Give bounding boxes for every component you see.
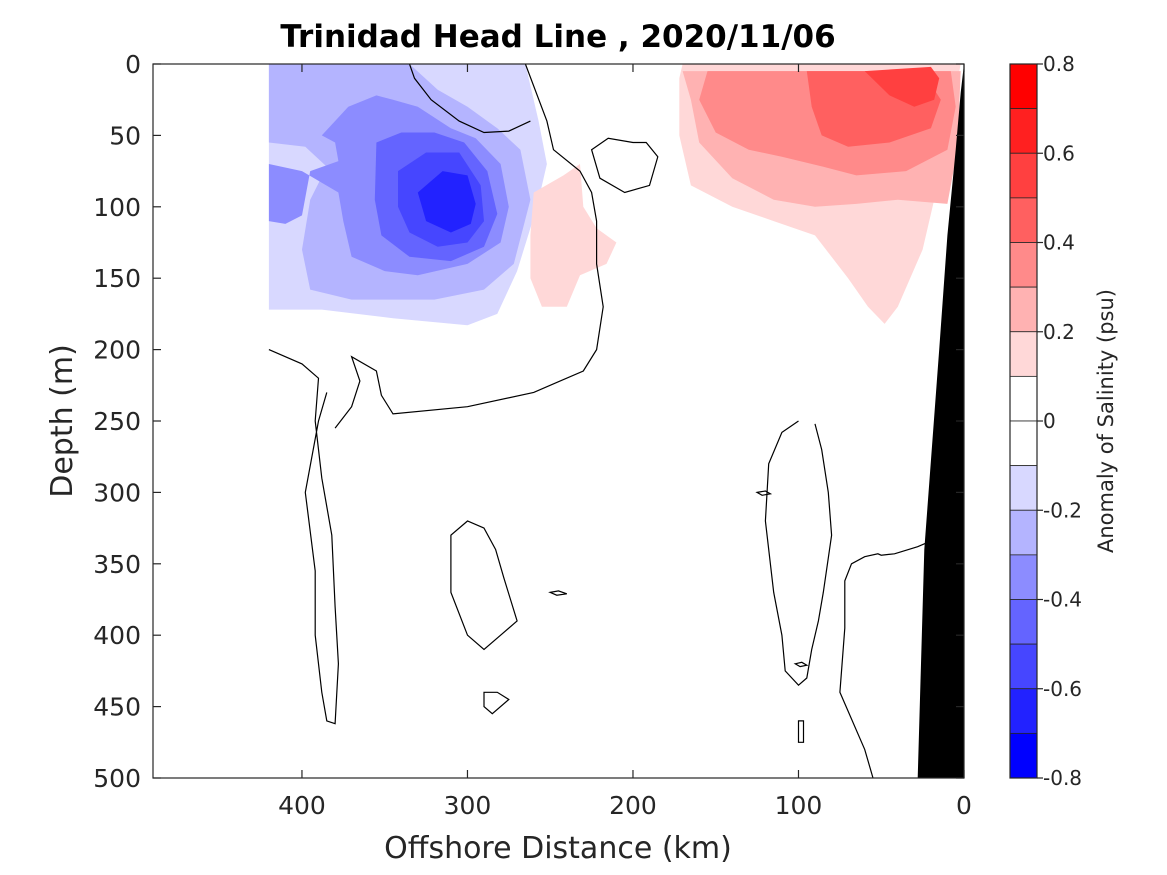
zero-contour-small-ring-e [797, 720, 805, 743]
chart-title: Trinidad Head Line , 2020/11/06 [280, 19, 835, 55]
zero-contours [268, 64, 928, 778]
colorbar-tick-label: 0 [1043, 409, 1056, 433]
bathymetry [917, 64, 964, 778]
x-tick-label: 0 [956, 791, 972, 820]
x-tick-label: 300 [444, 791, 492, 820]
filled-contours [268, 64, 961, 326]
y-tick-label: 0 [125, 50, 141, 79]
x-tick-label: 200 [609, 791, 657, 820]
colorbar-swatch [1009, 331, 1038, 377]
colorbar-tick-label: 0.6 [1043, 141, 1075, 165]
colorbar-swatch [1009, 643, 1038, 690]
colorbar-swatch [1009, 688, 1038, 734]
colorbar-tick-label: -0.2 [1043, 498, 1082, 522]
y-axis-ticks: 0 50 100 150 200 250 300 350 400 450 500 [93, 50, 964, 793]
positive-anomaly-level-5 [864, 66, 940, 107]
zero-contour-small-loop [590, 137, 659, 194]
y-tick-label: 250 [93, 407, 141, 436]
y-tick-label: 450 [93, 693, 141, 722]
colorbar-swatch [1009, 197, 1038, 243]
colorbar [1009, 63, 1038, 779]
colorbar-swatch [1009, 108, 1038, 154]
zero-contour-main [334, 64, 604, 429]
zero-contour-east-filament [764, 420, 833, 687]
colorbar-swatch [1009, 509, 1038, 556]
y-tick-label: 100 [93, 193, 141, 222]
colorbar-swatch [1009, 63, 1038, 110]
zero-contour-small-ring-d [793, 661, 809, 668]
colorbar-swatch [1009, 152, 1038, 199]
y-tick-label: 500 [93, 764, 141, 793]
negative-anomaly-level-6 [417, 171, 476, 233]
colorbar-swatch [1009, 420, 1038, 467]
colorbar-tick-label: -0.4 [1043, 588, 1082, 612]
zero-contour-small-ring-b [548, 590, 567, 596]
zero-contour-shelf-edge [839, 541, 928, 778]
colorbar-swatch [1009, 375, 1038, 422]
colorbar-swatch [1009, 286, 1038, 333]
x-axis-ticks: 400 300 200 100 0 [278, 64, 972, 820]
zero-contour-west-filament [268, 349, 340, 725]
zero-contour-small-ring-a [483, 691, 510, 715]
colorbar-label: Anomaly of Salinity (psu) [1094, 289, 1118, 553]
y-tick-label: 200 [93, 336, 141, 365]
y-tick-label: 400 [93, 621, 141, 650]
colorbar-swatch [1009, 599, 1038, 645]
bathymetry-layer [917, 64, 964, 778]
colorbar-ticks: 0.8 0.6 0.4 0.2 0 -0.2 -0.4 -0.6 -0.8 [1037, 52, 1082, 790]
colorbar-tick-label: 0.8 [1043, 52, 1075, 76]
y-tick-label: 350 [93, 550, 141, 579]
y-tick-label: 300 [93, 478, 141, 507]
positive-anomaly-left-blob [530, 164, 617, 307]
colorbar-tick-label: -0.6 [1043, 677, 1082, 701]
x-tick-label: 100 [775, 791, 823, 820]
zero-contour-upper-link [408, 64, 531, 134]
colorbar-tick-label: 0.2 [1043, 320, 1075, 344]
y-tick-label: 50 [109, 121, 141, 150]
colorbar-swatch [1009, 732, 1038, 779]
colorbar-tick-label: 0.4 [1043, 231, 1075, 255]
x-tick-label: 400 [278, 791, 326, 820]
y-tick-label: 150 [93, 264, 141, 293]
zero-contour-small-ring-c [755, 490, 773, 496]
x-axis-label: Offshore Distance (km) [384, 831, 732, 866]
y-axis-label: Depth (m) [45, 344, 80, 498]
colorbar-swatch [1009, 242, 1038, 288]
colorbar-swatch [1009, 465, 1038, 511]
colorbar-swatch [1009, 554, 1038, 600]
zero-contour-middle-loop [450, 520, 518, 651]
colorbar-tick-label: -0.8 [1043, 766, 1082, 790]
